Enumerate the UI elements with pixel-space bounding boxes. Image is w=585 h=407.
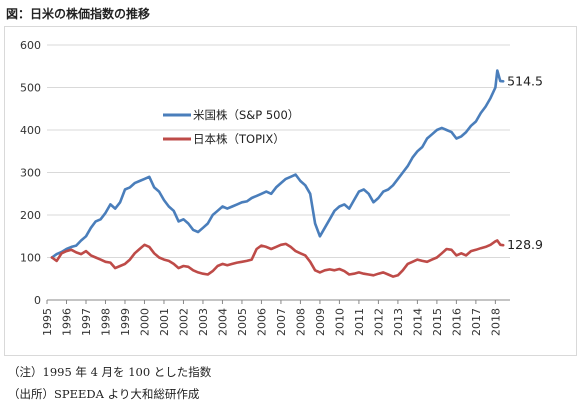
x-tick-label: 2013 [392,308,405,336]
note-source: （出所）SPEEDA より大和総研作成 [8,387,200,401]
legend-label: 米国株（S&P 500） [193,108,299,122]
x-tick-label: 2006 [255,308,268,336]
figure-title: 図：日米の株価指数の推移 [6,7,151,21]
x-tick-label: 2016 [450,308,463,336]
x-tick-label: 2017 [470,308,483,336]
legend: 米国株（S&P 500） 日本株（TOPIX） [163,108,299,146]
chart-frame: 0 100 200 300 400 500 600 1995 1996 1997 1998 1999 2… [4,26,577,356]
y-tick-label: 0 [34,294,41,307]
series-lines [50,69,505,278]
y-tick-label: 200 [20,209,41,222]
x-tick-label: 1998 [99,308,112,336]
x-tick-label: 2012 [372,308,385,336]
note-base-index: （注）1995 年 4 月を 100 とした指数 [8,365,212,379]
x-tick-label: 2008 [294,308,307,336]
series-end-label: 514.5 [507,73,543,88]
x-tick-label: 2007 [275,308,288,336]
x-tick-label: 2004 [216,308,229,336]
x-tick-label: 2010 [333,308,346,336]
x-tick-label: 2002 [177,308,190,336]
x-tick-label: 2011 [353,308,366,336]
end-labels: 514.5 128.9 [507,73,543,252]
x-tick-label: 1999 [119,308,132,336]
grid-lines [47,44,510,301]
x-tick-label: 2003 [197,308,210,336]
y-tick-label: 300 [20,167,41,180]
x-tick-label: 2005 [236,308,249,336]
y-tick-label: 600 [20,39,41,52]
x-tick-label: 2009 [314,308,327,336]
x-tick-label: 2018 [489,308,502,336]
series-line-1 [50,239,505,278]
x-tick-label: 2015 [431,308,444,336]
axes: 0 100 200 300 400 500 600 1995 1996 1997 1998 1999 2… [20,39,510,336]
series-line-0 [50,69,505,259]
y-tick-label: 400 [20,124,41,137]
series-end-label: 128.9 [507,237,543,252]
x-tick-label: 2014 [411,308,424,336]
x-tick-label: 1995 [41,308,54,336]
legend-label: 日本株（TOPIX） [193,132,285,146]
y-tick-label: 100 [20,252,41,265]
x-tick-label: 1997 [80,308,93,336]
x-tick-label: 2001 [158,308,171,336]
y-tick-label: 500 [20,82,41,95]
line-chart: 0 100 200 300 400 500 600 1995 1996 1997 1998 1999 2… [20,39,543,336]
x-tick-label: 1996 [60,308,73,336]
x-tick-label: 2000 [138,308,151,336]
